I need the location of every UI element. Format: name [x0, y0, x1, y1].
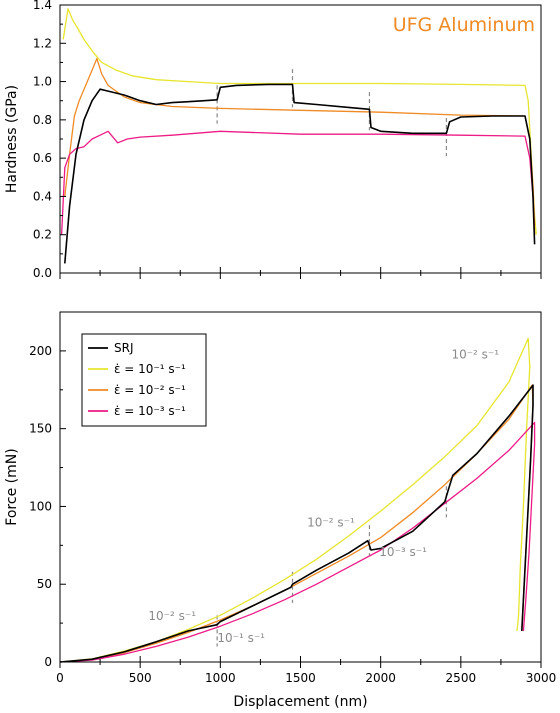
series-line-srj: [59, 384, 534, 663]
rate-annotation: 10⁻² s⁻¹: [307, 516, 355, 530]
chart-title: UFG Aluminum: [393, 14, 535, 36]
rate-annotation: 10⁻² s⁻¹: [148, 609, 196, 623]
y-tick-label: 1.4: [33, 0, 52, 12]
y-tick-label: 150: [29, 422, 52, 436]
legend: SRJ ε̇ = 10⁻¹ s⁻¹ ε̇ = 10⁻² s⁻¹ ε̇ = 10⁻³ s…: [81, 333, 207, 427]
y-tick-label: 200: [29, 344, 52, 358]
x-tick-label: 500: [129, 671, 152, 685]
x-tick-label: 1000: [205, 671, 236, 685]
x-tick-label: 2500: [446, 671, 477, 685]
x-tick-label: 0: [56, 671, 64, 685]
legend-label-srj: SRJ: [114, 341, 134, 355]
series-line-strain-rate-1e-3: [59, 421, 536, 663]
x-tick-label: 1500: [285, 671, 316, 685]
y-tick-label: 50: [37, 577, 52, 591]
series-line-strain-rate-1e-2: [59, 384, 534, 663]
y-tick-label: 1.0: [33, 75, 52, 89]
legend-label-strain-rate-1e-2: ε̇ = 10⁻² s⁻¹: [114, 383, 186, 397]
y-tick-label: 100: [29, 499, 52, 513]
y-tick-label: 0.2: [33, 228, 52, 242]
rate-annotation: 10⁻³ s⁻¹: [379, 545, 427, 559]
y-tick-label: 0.6: [33, 151, 52, 165]
y-tick-label: 0: [44, 655, 52, 669]
hardness-panel: 0.0 0.2 0.4 0.6 0.8 1.0 1.2 1.4 Hardness (GPa) UF…: [4, 0, 542, 280]
rate-annotation: 10⁻¹ s⁻¹: [217, 631, 265, 645]
y-tick-label: 0.8: [33, 113, 52, 127]
legend-label-strain-rate-1e-1: ε̇ = 10⁻¹ s⁻¹: [114, 362, 186, 376]
y-axis-title: Hardness (GPa): [4, 85, 20, 193]
legend-label-strain-rate-1e-3: ε̇ = 10⁻³ s⁻¹: [114, 404, 186, 418]
x-tick-label: 3000: [526, 671, 557, 685]
x-axis-title: Displacement (nm): [233, 694, 367, 710]
y-tick-label: 1.2: [33, 36, 52, 50]
rate-annotation: 10⁻² s⁻¹: [451, 348, 499, 362]
y-tick-label: 0.0: [33, 266, 52, 280]
force-panel: 0 500 1000 1500 2000 2500 3000 0 50 100 150 200 Forc…: [4, 311, 557, 710]
series-line-srj: [64, 83, 536, 264]
plot-frame: [59, 4, 542, 274]
x-tick-label: 2000: [365, 671, 396, 685]
y-tick-label: 0.4: [33, 189, 52, 203]
series-line-strain-rate-1e-3: [60, 130, 536, 235]
y-axis-title: Force (mN): [4, 448, 20, 525]
series-line-strain-rate-1e-1: [62, 8, 537, 235]
